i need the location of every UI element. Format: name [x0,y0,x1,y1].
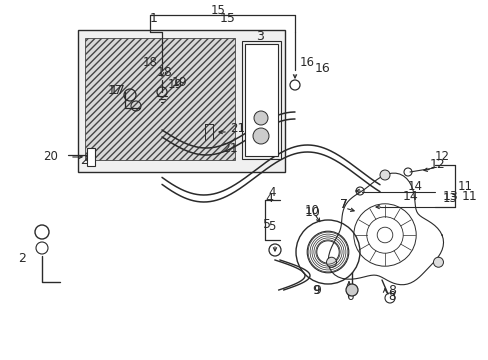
Text: 18: 18 [142,55,157,68]
Text: 18: 18 [157,66,173,78]
Text: 17: 17 [110,84,125,96]
Text: 19: 19 [172,76,187,89]
Text: 20: 20 [80,153,96,166]
Text: 10: 10 [305,203,319,216]
Text: 19: 19 [168,77,183,90]
Text: 21: 21 [222,141,237,154]
Text: 16: 16 [314,62,330,75]
Text: 20: 20 [43,150,58,163]
Text: 8: 8 [387,284,395,297]
Text: 1: 1 [150,12,158,24]
Circle shape [252,128,268,144]
Circle shape [432,257,443,267]
Text: 11: 11 [457,180,472,193]
Text: 12: 12 [434,150,449,163]
Text: 6: 6 [346,289,353,302]
Circle shape [346,284,357,296]
Text: 5: 5 [267,220,275,233]
Bar [87,148,95,166]
Text: 7: 7 [339,198,347,211]
Text: 15: 15 [220,12,235,24]
Text: 14: 14 [402,190,418,203]
Circle shape [326,257,336,267]
Text: 3: 3 [256,30,264,42]
Bar [78,30,285,172]
Text: 10: 10 [305,206,320,219]
Text: 5: 5 [263,217,270,230]
Text: 15: 15 [210,4,225,17]
Text: 8: 8 [387,289,395,302]
Text: 11: 11 [461,190,477,203]
Text: 13: 13 [442,190,458,203]
Text: 16: 16 [299,55,314,68]
Circle shape [379,170,389,180]
Text: 2: 2 [18,252,26,265]
Text: 12: 12 [429,158,445,171]
Bar [244,44,278,156]
Text: 14: 14 [407,180,422,193]
Text: 9: 9 [312,284,320,297]
Text: 21: 21 [229,122,244,135]
Circle shape [253,111,267,125]
Text: 4: 4 [264,192,272,204]
Text: 6: 6 [345,285,352,298]
Bar [242,41,281,159]
Text: 13: 13 [442,193,457,206]
Text: 7: 7 [339,198,347,211]
Text: 4: 4 [267,185,275,198]
Text: 17: 17 [108,84,123,96]
Bar [85,38,235,160]
Text: 9: 9 [311,284,319,297]
